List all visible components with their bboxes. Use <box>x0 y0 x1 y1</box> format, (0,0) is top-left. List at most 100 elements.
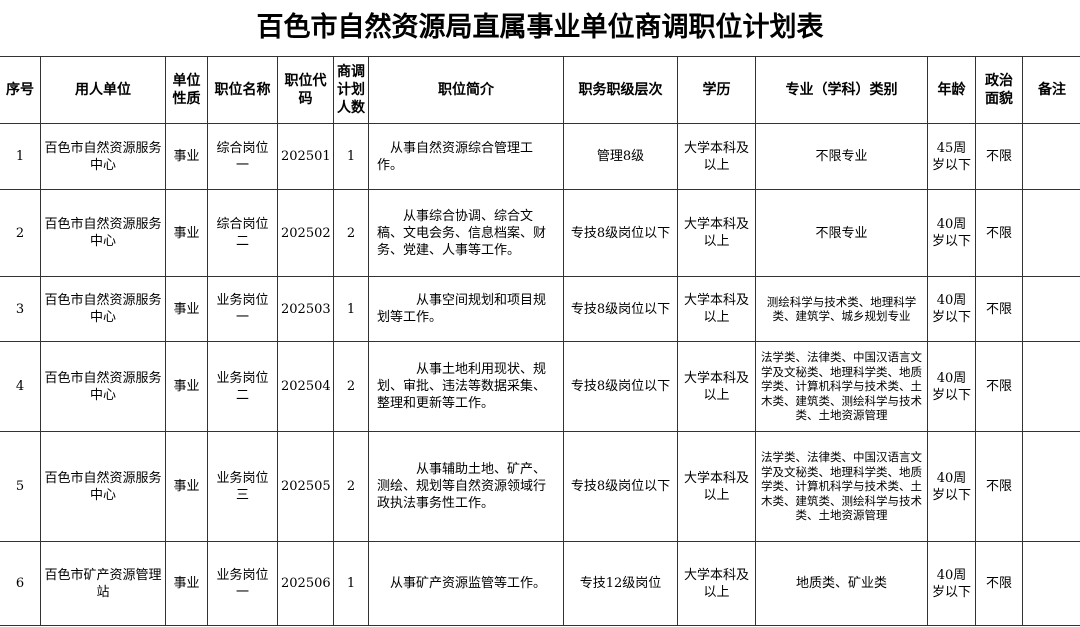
cell-age: 40周岁以下 <box>927 541 976 626</box>
cell-desc: 从事土地利用现状、规划、审批、违法等数据采集、整理和更新等工作。 <box>368 341 564 432</box>
cell-major: 不限专业 <box>755 189 928 277</box>
cell-count: 1 <box>333 276 369 342</box>
cell-no: 2 <box>0 189 41 277</box>
header-level: 职务职级层次 <box>563 56 678 124</box>
cell-major: 法学类、法律类、中国汉语言文学及文秘类、地理科学类、地质学类、计算机科学与技术类… <box>755 431 928 542</box>
cell-level: 专技8级岗位以下 <box>563 431 678 542</box>
cell-code: 202505 <box>277 431 334 542</box>
cell-position: 业务岗位二 <box>207 341 278 432</box>
header-major: 专业（学科）类别 <box>755 56 928 124</box>
cell-age: 40周岁以下 <box>927 276 976 342</box>
cell-position: 综合岗位二 <box>207 189 278 277</box>
cell-level: 专技8级岗位以下 <box>563 189 678 277</box>
cell-note <box>1022 341 1080 432</box>
cell-count: 1 <box>333 123 369 190</box>
header-political: 政治面貌 <box>975 56 1023 124</box>
cell-code: 202502 <box>277 189 334 277</box>
cell-position: 业务岗位一 <box>207 541 278 626</box>
cell-desc: 从事矿产资源监管等工作。 <box>368 541 564 626</box>
cell-code: 202501 <box>277 123 334 190</box>
cell-age: 40周岁以下 <box>927 431 976 542</box>
table-row: 3 百色市自然资源服务中心 事业 业务岗位一 202503 1 从事空间规划和项目规划等工… <box>0 276 1080 342</box>
cell-major: 测绘科学与技术类、地理科学类、建筑学、城乡规划专业 <box>755 276 928 342</box>
table-row: 2 百色市自然资源服务中心 事业 综合岗位二 202502 2 从事综合协调、综合文稿、文… <box>0 189 1080 277</box>
header-count: 商调计划人数 <box>333 56 369 124</box>
header-position: 职位名称 <box>207 56 278 124</box>
cell-nature: 事业 <box>165 341 208 432</box>
cell-education: 大学本科及以上 <box>677 123 756 190</box>
cell-major: 法学类、法律类、中国汉语言文学及文秘类、地理科学类、地质学类、计算机科学与技术类… <box>755 341 928 432</box>
cell-no: 5 <box>0 431 41 542</box>
page-title: 百色市自然资源局直属事业单位商调职位计划表 <box>256 12 824 43</box>
cell-unit: 百色市自然资源服务中心 <box>40 341 166 432</box>
cell-no: 6 <box>0 541 41 626</box>
position-table: 序号 用人单位 单位性质 职位名称 职位代码 商调计划人数 职位简介 职务职级层次 学历 专业（学… <box>0 56 1080 626</box>
cell-major: 不限专业 <box>755 123 928 190</box>
cell-desc: 从事辅助土地、矿产、测绘、规划等自然资源领域行政执法事务性工作。 <box>368 431 564 542</box>
header-unit: 用人单位 <box>40 56 166 124</box>
cell-note <box>1022 123 1080 190</box>
cell-no: 1 <box>0 123 41 190</box>
header-code: 职位代码 <box>277 56 334 124</box>
cell-political: 不限 <box>975 541 1023 626</box>
cell-political: 不限 <box>975 189 1023 277</box>
table-row: 5 百色市自然资源服务中心 事业 业务岗位三 202505 2 从事辅助土地、矿产、测绘、… <box>0 431 1080 542</box>
cell-count: 2 <box>333 431 369 542</box>
header-no: 序号 <box>0 56 41 124</box>
cell-age: 40周岁以下 <box>927 341 976 432</box>
cell-major: 地质类、矿业类 <box>755 541 928 626</box>
cell-desc: 从事空间规划和项目规划等工作。 <box>368 276 564 342</box>
cell-level: 管理8级 <box>563 123 678 190</box>
cell-note <box>1022 431 1080 542</box>
cell-count: 2 <box>333 189 369 277</box>
cell-level: 专技12级岗位 <box>563 541 678 626</box>
cell-position: 综合岗位一 <box>207 123 278 190</box>
cell-level: 专技8级岗位以下 <box>563 276 678 342</box>
cell-no: 4 <box>0 341 41 432</box>
cell-unit: 百色市自然资源服务中心 <box>40 189 166 277</box>
cell-education: 大学本科及以上 <box>677 341 756 432</box>
cell-education: 大学本科及以上 <box>677 276 756 342</box>
cell-education: 大学本科及以上 <box>677 431 756 542</box>
cell-no: 3 <box>0 276 41 342</box>
cell-unit: 百色市自然资源服务中心 <box>40 431 166 542</box>
table-row: 6 百色市矿产资源管理站 事业 业务岗位一 202506 1 从事矿产资源监管等工作。 专技… <box>0 541 1080 626</box>
header-education: 学历 <box>677 56 756 124</box>
cell-position: 业务岗位一 <box>207 276 278 342</box>
cell-position: 业务岗位三 <box>207 431 278 542</box>
cell-code: 202503 <box>277 276 334 342</box>
cell-note <box>1022 276 1080 342</box>
cell-note <box>1022 189 1080 277</box>
cell-desc: 从事综合协调、综合文稿、文电会务、信息档案、财务、党建、人事等工作。 <box>368 189 564 277</box>
cell-unit: 百色市自然资源服务中心 <box>40 276 166 342</box>
cell-political: 不限 <box>975 123 1023 190</box>
cell-code: 202506 <box>277 541 334 626</box>
cell-nature: 事业 <box>165 541 208 626</box>
cell-count: 2 <box>333 341 369 432</box>
table-row: 1 百色市自然资源服务中心 事业 综合岗位一 202501 1 从事自然资源综合管理工作。… <box>0 123 1080 190</box>
cell-education: 大学本科及以上 <box>677 541 756 626</box>
header-note: 备注 <box>1022 56 1080 124</box>
header-row: 序号 用人单位 单位性质 职位名称 职位代码 商调计划人数 职位简介 职务职级层次 学历 专业（学… <box>0 56 1080 124</box>
cell-count: 1 <box>333 541 369 626</box>
cell-unit: 百色市自然资源服务中心 <box>40 123 166 190</box>
cell-note <box>1022 541 1080 626</box>
cell-unit: 百色市矿产资源管理站 <box>40 541 166 626</box>
cell-desc: 从事自然资源综合管理工作。 <box>368 123 564 190</box>
cell-political: 不限 <box>975 431 1023 542</box>
cell-political: 不限 <box>975 341 1023 432</box>
cell-age: 45周岁以下 <box>927 123 976 190</box>
cell-education: 大学本科及以上 <box>677 189 756 277</box>
header-nature: 单位性质 <box>165 56 208 124</box>
header-age: 年龄 <box>927 56 976 124</box>
cell-age: 40周岁以下 <box>927 189 976 277</box>
cell-nature: 事业 <box>165 189 208 277</box>
table-row: 4 百色市自然资源服务中心 事业 业务岗位二 202504 2 从事土地利用现状、规划、审… <box>0 341 1080 432</box>
header-desc: 职位简介 <box>368 56 564 124</box>
cell-nature: 事业 <box>165 431 208 542</box>
cell-nature: 事业 <box>165 276 208 342</box>
cell-nature: 事业 <box>165 123 208 190</box>
cell-level: 专技8级岗位以下 <box>563 341 678 432</box>
cell-code: 202504 <box>277 341 334 432</box>
cell-political: 不限 <box>975 276 1023 342</box>
